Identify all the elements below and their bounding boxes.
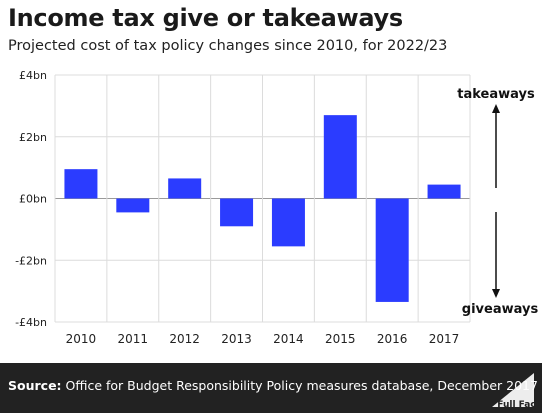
source-label: Source: xyxy=(8,378,62,393)
y-tick-label: £4bn xyxy=(19,69,47,82)
arrow-down-head xyxy=(492,289,500,298)
x-axis-tick-labels: 2010 2011 2012 2013 2014 2015 2016 2017 xyxy=(66,332,460,346)
x-tick-label: 2013 xyxy=(221,332,252,346)
x-tick-label: 2015 xyxy=(325,332,356,346)
y-tick-label: -£4bn xyxy=(15,316,47,329)
y-tick-label: £2bn xyxy=(19,131,47,144)
bar-2016 xyxy=(375,198,409,302)
x-tick-label: 2017 xyxy=(429,332,460,346)
bar-2010 xyxy=(64,169,98,199)
x-tick-label: 2014 xyxy=(273,332,304,346)
y-axis-tick-labels: £4bn £2bn £0bn -£2bn -£4bn xyxy=(15,69,47,329)
bar-2017 xyxy=(427,184,461,199)
x-tick-label: 2011 xyxy=(118,332,149,346)
footer: Source: Office for Budget Responsibility… xyxy=(0,363,542,413)
full-fact-logo-icon xyxy=(492,373,534,407)
brand-name: Full Fact xyxy=(497,400,540,410)
source-text: Office for Budget Responsibility Policy … xyxy=(65,378,538,393)
bar-2011 xyxy=(116,198,150,213)
bar-2014 xyxy=(271,198,305,247)
x-tick-label: 2016 xyxy=(377,332,408,346)
chart-title: Income tax give or takeaways xyxy=(8,4,403,32)
y-tick-label: -£2bn xyxy=(15,254,47,267)
bars xyxy=(64,115,461,302)
annotation-giveaways: giveaways xyxy=(462,302,539,317)
annotation-takeaways: takeaways xyxy=(457,87,535,102)
bar-2013 xyxy=(220,198,254,227)
annotations: takeaways giveaways xyxy=(457,87,538,317)
bar-2015 xyxy=(323,115,357,199)
x-tick-label: 2010 xyxy=(66,332,97,346)
chart-subtitle: Projected cost of tax policy changes sin… xyxy=(8,38,448,54)
x-tick-label: 2012 xyxy=(169,332,200,346)
arrow-up-head xyxy=(492,104,500,113)
bar-chart: £4bn£2bn£0bn-£2bn-£4bn 2010 2011 2012 2013 2… xyxy=(15,69,538,346)
bar-2012 xyxy=(168,178,202,199)
gridlines xyxy=(54,74,471,323)
source-line: Source: Office for Budget Responsibility… xyxy=(8,378,538,393)
y-tick-label: £0bn xyxy=(19,193,47,206)
